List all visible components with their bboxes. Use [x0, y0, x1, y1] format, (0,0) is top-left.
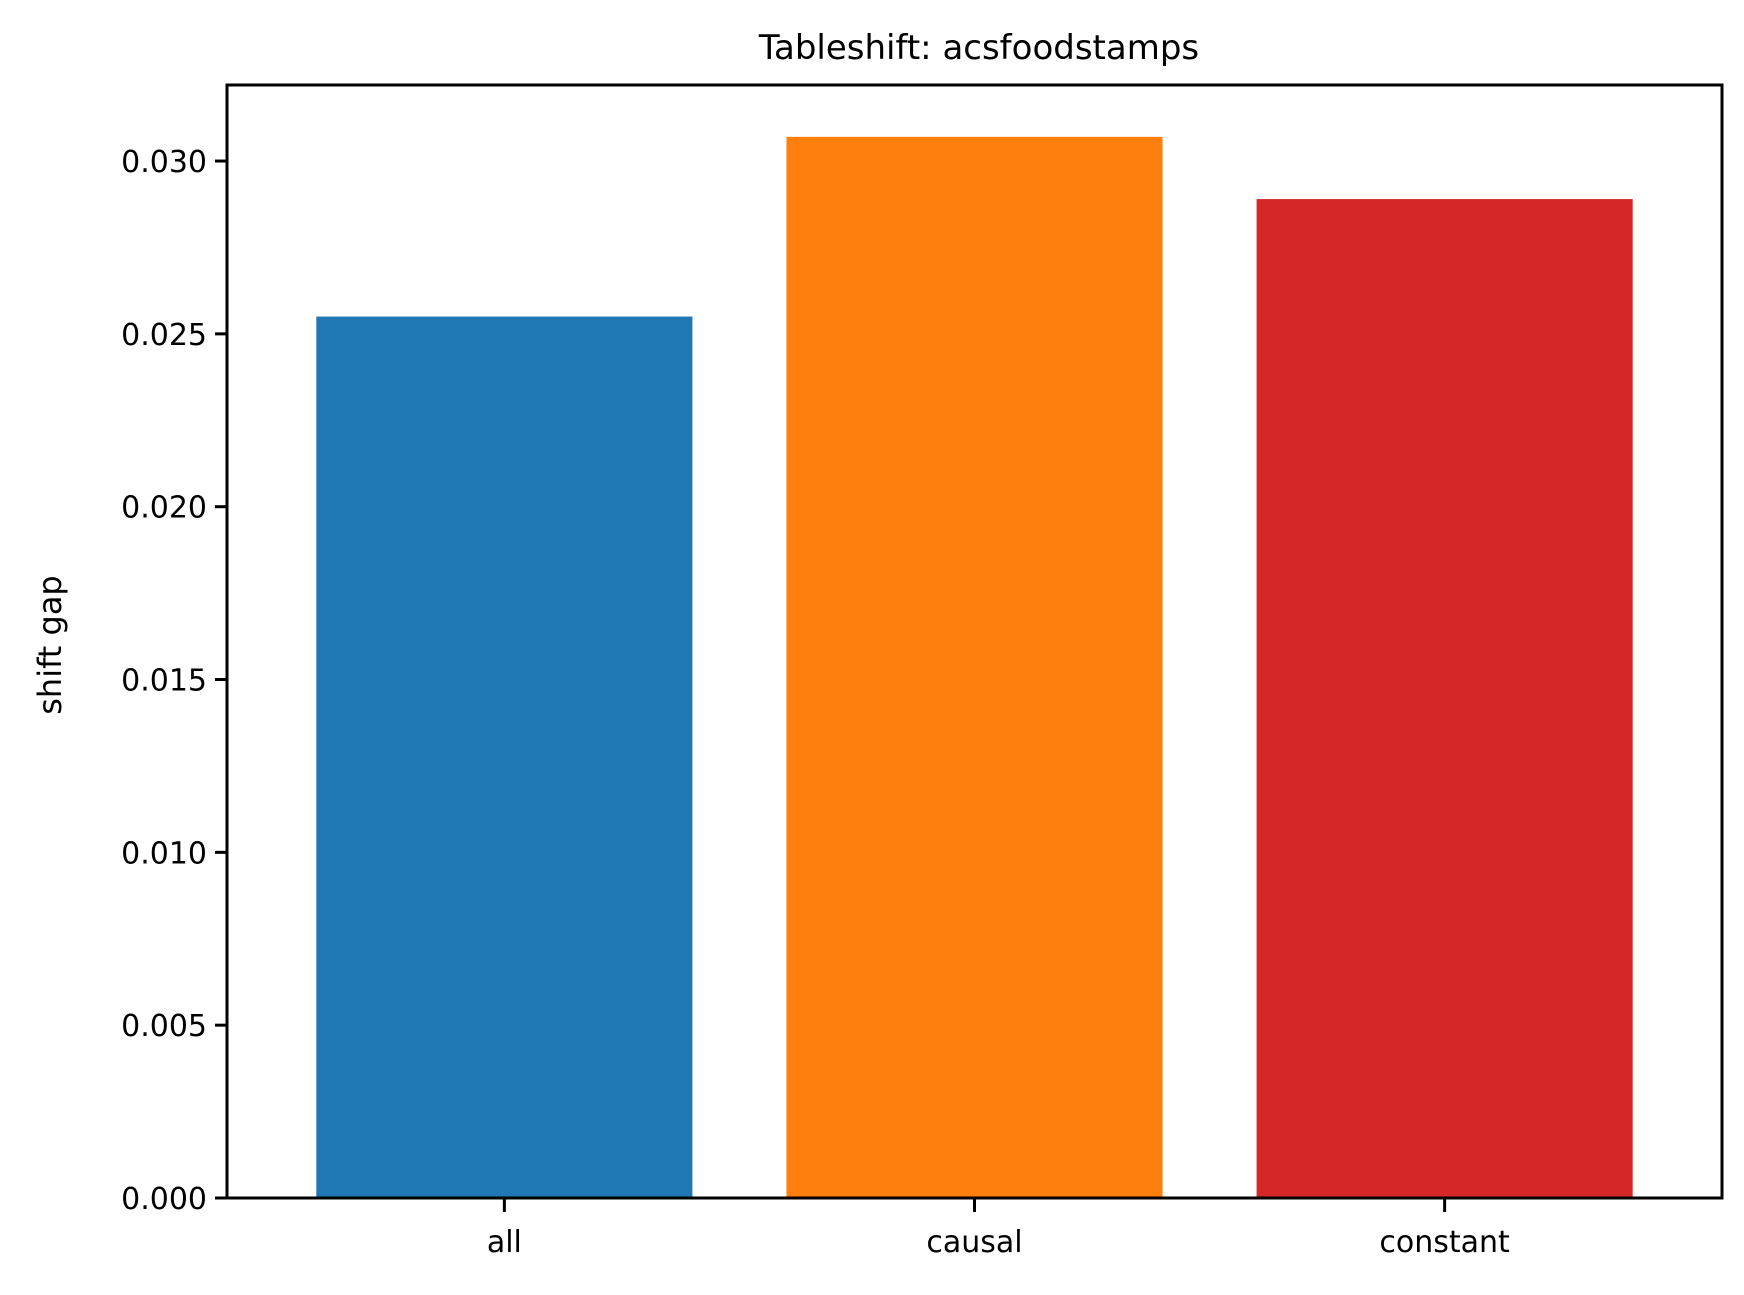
x-tick-label-causal: causal	[926, 1225, 1022, 1260]
y-tick-label: 0.015	[121, 664, 207, 699]
y-tick-label: 0.000	[121, 1182, 207, 1217]
y-axis: 0.000 0.005 0.010 0.015 0.020 0.025 0.030	[121, 145, 227, 1217]
bar-all	[316, 316, 693, 1199]
y-tick-label: 0.030	[121, 145, 207, 180]
x-axis: all causal constant	[487, 1198, 1510, 1260]
chart-title: Tableshift: acsfoodstamps	[758, 28, 1199, 68]
x-tick-label-constant: constant	[1379, 1225, 1510, 1260]
bar-causal	[786, 136, 1163, 1199]
y-axis-label: shift gap	[31, 575, 69, 715]
x-tick-label-all: all	[487, 1225, 522, 1260]
y-tick-label: 0.020	[121, 491, 207, 526]
bar-constant	[1256, 199, 1633, 1198]
y-tick-label: 0.010	[121, 836, 207, 871]
y-tick-label: 0.025	[121, 318, 207, 353]
y-tick-label: 0.005	[121, 1009, 207, 1044]
bars-layer	[316, 136, 1633, 1199]
plot-area-frame	[225, 83, 1724, 1200]
